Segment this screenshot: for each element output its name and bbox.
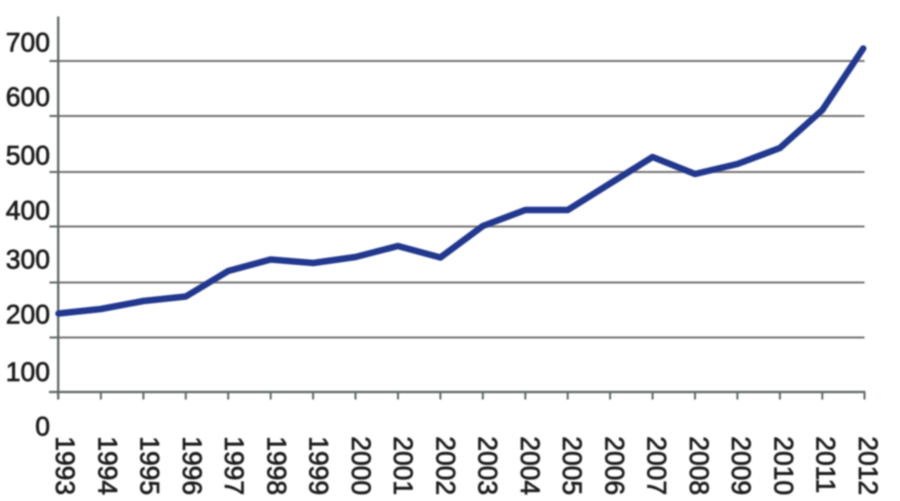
svg-text:700: 700 (6, 28, 50, 58)
svg-text:2000: 2000 (346, 436, 376, 495)
svg-text:1998: 1998 (261, 436, 291, 495)
svg-text:1995: 1995 (135, 436, 165, 495)
svg-text:300: 300 (6, 245, 50, 275)
svg-text:100: 100 (6, 357, 50, 387)
svg-text:2011: 2011 (811, 436, 841, 493)
svg-text:1997: 1997 (219, 436, 249, 495)
svg-text:1993: 1993 (50, 436, 80, 495)
svg-text:2006: 2006 (599, 436, 629, 495)
svg-text:1999: 1999 (304, 436, 334, 495)
svg-text:2012: 2012 (853, 436, 883, 495)
svg-text:2004: 2004 (515, 436, 545, 495)
svg-text:1996: 1996 (177, 436, 207, 495)
svg-text:400: 400 (6, 196, 50, 226)
svg-text:2005: 2005 (557, 436, 587, 495)
svg-text:1994: 1994 (92, 436, 122, 495)
svg-text:2001: 2001 (388, 436, 418, 495)
svg-text:0: 0 (35, 412, 50, 442)
svg-text:2002: 2002 (430, 436, 460, 495)
svg-text:2007: 2007 (642, 436, 672, 495)
svg-text:2008: 2008 (684, 436, 714, 495)
svg-text:2009: 2009 (726, 436, 756, 495)
svg-text:500: 500 (6, 141, 50, 171)
svg-text:600: 600 (6, 82, 50, 112)
svg-text:2003: 2003 (473, 436, 503, 495)
svg-text:2010: 2010 (768, 436, 798, 495)
svg-text:200: 200 (6, 300, 50, 330)
